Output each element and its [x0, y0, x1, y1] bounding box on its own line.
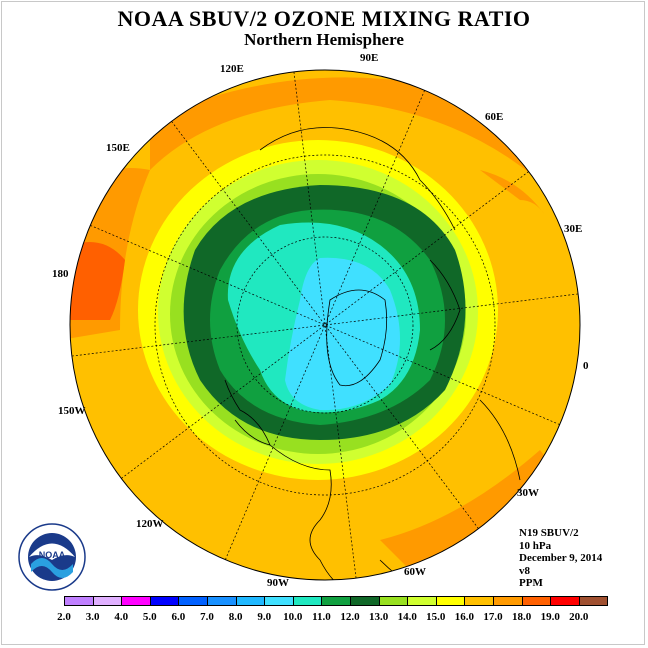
colorbar-tick-label: 11.0: [312, 611, 331, 623]
colorbar-segment: [235, 596, 266, 606]
colorbar-tick-label: 12.0: [340, 611, 360, 623]
greenland-outline: [326, 289, 388, 387]
colorbar-tick-label: 18.0: [511, 611, 532, 623]
colorbar-segment: [464, 596, 494, 606]
colorbar-segment: [264, 596, 294, 606]
ozone-band-17-east: [480, 170, 545, 215]
colorbar-segment: [578, 596, 609, 606]
page-subtitle: Northern Hemisphere: [244, 30, 404, 49]
colorbar-segment: [521, 596, 552, 606]
colorbar-tick-label: 19.0: [540, 611, 560, 623]
lon-label-90e: 90E: [360, 52, 379, 64]
lon-label-0: 0: [583, 360, 589, 372]
colorbar-tick-label: 6.0: [171, 611, 186, 623]
colorbar-tick-label: 13.0: [368, 611, 389, 623]
colorbar-segment: [178, 596, 208, 606]
colorbar-segment: [292, 596, 323, 606]
colorbar-segment: [350, 596, 380, 606]
colorbar-segment: [550, 596, 580, 606]
colorbar-tick-label: 9.0: [257, 611, 272, 623]
colorbar-tick-label: 10.0: [283, 611, 303, 623]
info-level: 10 hPa: [519, 539, 552, 552]
info-units: PPM: [519, 577, 543, 589]
page-title: NOAA SBUV/2 OZONE MIXING RATIO: [117, 6, 531, 31]
meridian-30e-150w: [121, 171, 529, 479]
lon-label-150e: 150E: [106, 142, 130, 154]
noaa-logo: NOAA: [18, 523, 86, 591]
colorbar-segment: [378, 596, 409, 606]
latitude-circle-60: [236, 236, 414, 414]
colorbar-segment: [149, 596, 180, 606]
info-block: N19 SBUV/2 10 hPa December 9, 2014 v8 PP…: [519, 527, 602, 590]
north-america-outline: [224, 379, 346, 580]
colorbar-segment: [121, 596, 151, 606]
colorbar-tick-label: 15.0: [426, 611, 446, 623]
europe-outline: [429, 259, 461, 351]
hemisphere-boundary: [69, 69, 581, 581]
meridian-60e-120w: [225, 90, 425, 560]
meridian-150e-30w: [90, 225, 560, 425]
lon-label-60w: 60W: [404, 566, 426, 578]
info-date: December 9, 2014: [519, 552, 603, 564]
lon-label-30e: 30E: [564, 223, 583, 235]
colorbar-tick-label: 20.0: [569, 611, 589, 623]
lon-label-90w: 90W: [267, 577, 289, 589]
colorbar-tick-label: 16.0: [454, 611, 475, 623]
colorbar-tick-label: 7.0: [200, 611, 214, 623]
colorbar-tick-label: 17.0: [483, 611, 503, 623]
colorbar-segment: [92, 596, 123, 606]
info-version: v8: [519, 564, 530, 577]
meridian-120e-60w: [171, 121, 479, 529]
meridian-90e-90w: [293, 71, 357, 579]
lon-label-120e: 120E: [220, 63, 244, 75]
colorbar-tick-label: 2.0: [57, 611, 71, 623]
colorbar-segment: [207, 596, 237, 606]
colorbar-segment: [321, 596, 351, 606]
colorbar-segment: [435, 596, 466, 606]
colorbar-segment: [64, 596, 94, 606]
latitude-circle-30: [154, 154, 496, 496]
ozone-band-17-north: [150, 77, 560, 200]
colorbar-tick-label: 4.0: [114, 611, 129, 623]
colorbar-segment: [493, 596, 523, 606]
asia-outline: [259, 127, 456, 231]
lon-label-30w: 30W: [517, 487, 539, 499]
colorbar-tick-label: 3.0: [85, 611, 100, 623]
lon-label-120w: 120W: [136, 518, 164, 530]
colorbar-segment: [407, 596, 437, 606]
colorbar-tick-label: 5.0: [142, 611, 157, 623]
lon-label-150w: 150W: [58, 405, 86, 417]
lon-label-60e: 60E: [485, 111, 504, 123]
colorbar-tick-label: 8.0: [228, 611, 243, 623]
lon-label-180: 180: [52, 268, 69, 280]
info-satellite: N19 SBUV/2: [519, 527, 579, 539]
svg-text:NOAA: NOAA: [39, 550, 66, 560]
africa-outline: [479, 399, 521, 481]
colorbar-tick-label: 14.0: [397, 611, 417, 623]
meridian-0-180: [71, 293, 579, 357]
